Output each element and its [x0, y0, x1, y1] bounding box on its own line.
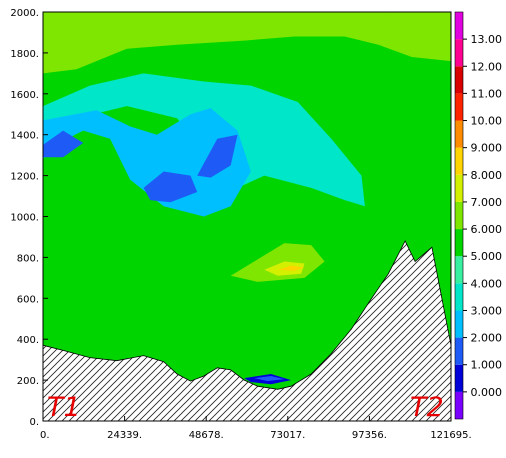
colorbar-band-2: [455, 337, 463, 365]
colorbar-band-9: [455, 147, 463, 175]
colorbar-tick-label: 8.000: [471, 169, 503, 182]
y-tick-label: 1000.: [10, 213, 39, 224]
x-tick-label: 48678.: [189, 430, 224, 441]
colorbar-band-4: [455, 283, 463, 311]
x-tick-label: 73017.: [270, 430, 305, 441]
colorbar-tick-label: 4.000: [471, 277, 503, 290]
colorbar-band-12: [455, 66, 463, 94]
terrain: [43, 240, 451, 421]
colorbar-tick-label: 9.000: [471, 142, 503, 155]
colorbar-tick-label: 12.00: [471, 60, 503, 73]
contour-region-8: [43, 130, 84, 158]
y-tick-label: 400.: [17, 335, 39, 346]
y-tick-label: 2000.: [10, 8, 39, 19]
colorbar-band-11: [455, 93, 463, 121]
y-tick-label: 600.: [17, 294, 39, 305]
x-tick-label: 24339.: [107, 430, 142, 441]
colorbar-band-13: [455, 39, 463, 67]
contour-region-14: [277, 265, 305, 271]
colorbar-band-6: [455, 229, 463, 257]
x-tick-label: 97356.: [352, 430, 387, 441]
colorbar-tick-label: 0.000: [471, 386, 503, 399]
y-tick-label: 800.: [17, 253, 39, 264]
corner-label-left: T1: [47, 392, 81, 423]
y-tick-label: 200.: [17, 376, 39, 387]
colorbar-tick-label: 7.000: [471, 196, 503, 209]
colorbar-tick-label: 10.00: [471, 115, 503, 128]
colorbar-tick-label: 2.000: [471, 332, 503, 345]
x-tick-label: 0.: [40, 430, 50, 441]
contour-region-10: [197, 134, 238, 178]
contour-region-7: [43, 108, 251, 217]
y-tick-label: 1400.: [10, 131, 39, 142]
colorbar-band-0: [455, 391, 463, 419]
contour-region-9: [143, 171, 198, 203]
corner-label-right: T2: [410, 392, 444, 423]
colorbar-band-8: [455, 174, 463, 202]
colorbar-tick-label: 5.000: [471, 250, 503, 263]
x-tick-label: 121695.: [430, 430, 471, 441]
colorbar-tick-label: 13.00: [471, 33, 503, 46]
colorbar-band-7: [455, 201, 463, 230]
y-tick-label: 1200.: [10, 172, 39, 183]
colorbar-frame: [454, 11, 464, 420]
contour-region-17: [254, 376, 285, 382]
colorbar-tick-label: 3.000: [471, 304, 503, 317]
colorbar-tick-label: 1.000: [471, 359, 503, 372]
colorbar-band-14: [455, 12, 463, 40]
colorbar-band-10: [455, 120, 463, 148]
colorbar-band-5: [455, 256, 463, 284]
colorbar-tick-label: 6.000: [471, 223, 503, 236]
colorbar-band-1: [455, 364, 463, 392]
colorbar-tick-label: 11.00: [471, 87, 503, 100]
contour-region-15: [338, 12, 392, 19]
colorbar-band-3: [455, 310, 463, 338]
y-tick-label: 1800.: [10, 49, 39, 60]
y-tick-label: 1600.: [10, 90, 39, 101]
y-tick-label: 0.: [29, 417, 39, 428]
